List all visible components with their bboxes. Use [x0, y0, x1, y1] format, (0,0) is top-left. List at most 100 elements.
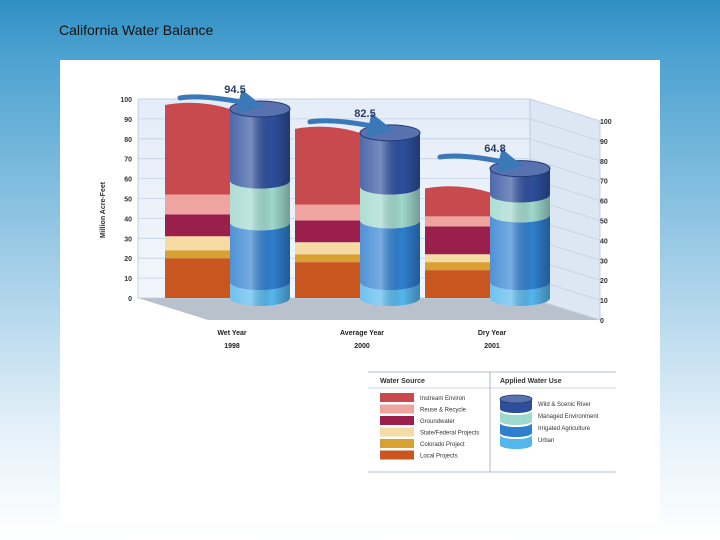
total-value-label: 94.5 — [224, 84, 245, 96]
legend-cylinder-swatch — [500, 423, 532, 437]
source-segment-local-projects — [295, 262, 360, 298]
bar-group: 64.8 — [425, 143, 551, 306]
legend-swatch — [380, 450, 414, 460]
y-tick-label-right: 20 — [600, 278, 608, 285]
category-year-label: 2000 — [354, 343, 370, 350]
gridline-side — [529, 98, 601, 122]
source-segment-state-federal-projects — [295, 242, 360, 255]
cylinder-shading — [490, 194, 550, 223]
cylinder-shading — [360, 186, 420, 229]
source-segment-state-federal-projects — [165, 236, 230, 251]
y-tick-label-right: 100 — [600, 119, 612, 126]
y-tick-label-right: 10 — [600, 298, 608, 305]
y-tick-label: 70 — [124, 157, 132, 164]
legend-source-label: Groundwater — [420, 419, 455, 425]
legend-swatch — [380, 404, 414, 414]
legend-swatch — [380, 416, 414, 425]
bar-group: 94.5 — [165, 84, 291, 306]
source-segment-colorado-project — [165, 250, 230, 259]
legend-use-label: Irrigated Agriculture — [538, 426, 591, 432]
cylinder-shading — [230, 222, 290, 291]
y-tick-label-right: 40 — [600, 238, 608, 245]
y-tick-label: 90 — [124, 117, 132, 124]
gridline-side — [529, 158, 601, 182]
legend-swatch — [380, 427, 414, 437]
source-segment-groundwater — [425, 226, 490, 255]
legend-use-label: Managed Environment — [538, 414, 599, 420]
water-balance-chart: 0 10 20 30 40 50 60 70 80 90 100 0 10 20 30 40 50 60 70 80… — [100, 84, 616, 473]
legend-cylinder-swatch — [500, 435, 532, 449]
legend-swatch — [380, 393, 414, 402]
legend-source-label: Colorado Project — [420, 442, 465, 448]
y-tick-label-right: 80 — [600, 159, 608, 166]
gridline-side — [529, 118, 601, 142]
y-tick-label: 0 — [128, 296, 132, 303]
source-segment-groundwater — [295, 220, 360, 243]
y-tick-label: 40 — [124, 216, 132, 223]
flow-arrow — [177, 89, 264, 114]
slide-title: California Water Balance — [59, 22, 214, 38]
y-axis-right: 0 10 20 30 40 50 60 70 80 90 100 — [600, 119, 612, 325]
cylinder-shading — [490, 214, 550, 291]
cylinder-shading — [230, 282, 290, 306]
category-label: Dry Year — [478, 330, 507, 337]
source-segment-colorado-project — [425, 262, 490, 271]
cylinder-shading — [360, 282, 420, 306]
y-tick-label-right: 60 — [600, 199, 608, 206]
legend-source-label: Reuse & Recycle — [420, 408, 467, 414]
source-segment-instream-environ — [425, 186, 490, 217]
cylinder-shading — [490, 282, 550, 306]
source-segment-groundwater — [165, 214, 230, 237]
legend-use-label: Urban — [538, 438, 554, 444]
chart-panel: 0 10 20 30 40 50 60 70 80 90 100 0 10 20 30 40 50 60 70 80… — [60, 60, 660, 525]
category-label: Wet Year — [217, 330, 247, 337]
legend-source-label: State/Federal Projects — [420, 431, 479, 437]
y-tick-label: 80 — [124, 137, 132, 144]
y-tick-label-right: 90 — [600, 139, 608, 146]
source-segment-local-projects — [165, 258, 230, 298]
y-axis-left: 0 10 20 30 40 50 60 70 80 90 100 — [120, 97, 132, 303]
legend: Water Source Applied Water Use Instream En… — [368, 371, 616, 473]
legend-cylinder-swatch — [500, 411, 532, 425]
legend-use-title: Applied Water Use — [500, 378, 562, 385]
category-labels: Wet Year 1998 Average Year 2000 Dry Year 2001 — [217, 330, 506, 350]
legend-use-label: Wild & Scenic River — [538, 402, 591, 408]
cylinder-shading — [360, 220, 420, 291]
legend-source-title: Water Source — [380, 378, 425, 385]
y-tick-label: 50 — [124, 197, 132, 204]
legend-cylinder-top — [499, 394, 533, 404]
source-segment-colorado-project — [295, 254, 360, 263]
flow-arrow — [307, 112, 394, 138]
y-tick-label: 100 — [120, 97, 132, 104]
y-tick-label-right: 50 — [600, 219, 608, 226]
source-segment-instream-environ — [295, 126, 360, 205]
total-value-label: 82.5 — [354, 108, 375, 120]
y-axis-label: Million Acre-Feet — [100, 181, 107, 238]
legend-swatch — [380, 439, 414, 448]
cylinder-shading — [230, 180, 290, 231]
y-tick-label-right: 0 — [600, 318, 604, 325]
source-segment-state-federal-projects — [425, 254, 490, 263]
source-segment-reuse-recycle — [295, 204, 360, 221]
bar-group: 82.5 — [295, 108, 421, 306]
bars-group: 94.5 82.5 64.8 — [165, 84, 551, 306]
cylinder-shading — [230, 108, 290, 189]
y-tick-label: 10 — [124, 276, 132, 283]
category-year-label: 2001 — [484, 343, 500, 350]
y-tick-label: 30 — [124, 236, 132, 243]
y-tick-label: 20 — [124, 256, 132, 263]
source-segment-instream-environ — [165, 102, 230, 195]
cylinder-shading — [360, 132, 420, 195]
gridline-side — [529, 138, 601, 162]
source-segment-reuse-recycle — [165, 194, 230, 215]
source-segment-local-projects — [425, 270, 490, 298]
legend-source-label: Local Projects — [420, 454, 458, 460]
total-value-label: 64.8 — [484, 143, 505, 155]
source-segment-reuse-recycle — [425, 216, 490, 227]
legend-source-label: Instream Environ — [420, 396, 465, 402]
y-tick-label-right: 70 — [600, 179, 608, 186]
cylinder-shading — [490, 168, 550, 203]
y-tick-label-right: 30 — [600, 258, 608, 265]
y-tick-label: 60 — [124, 177, 132, 184]
category-year-label: 1998 — [224, 343, 240, 350]
